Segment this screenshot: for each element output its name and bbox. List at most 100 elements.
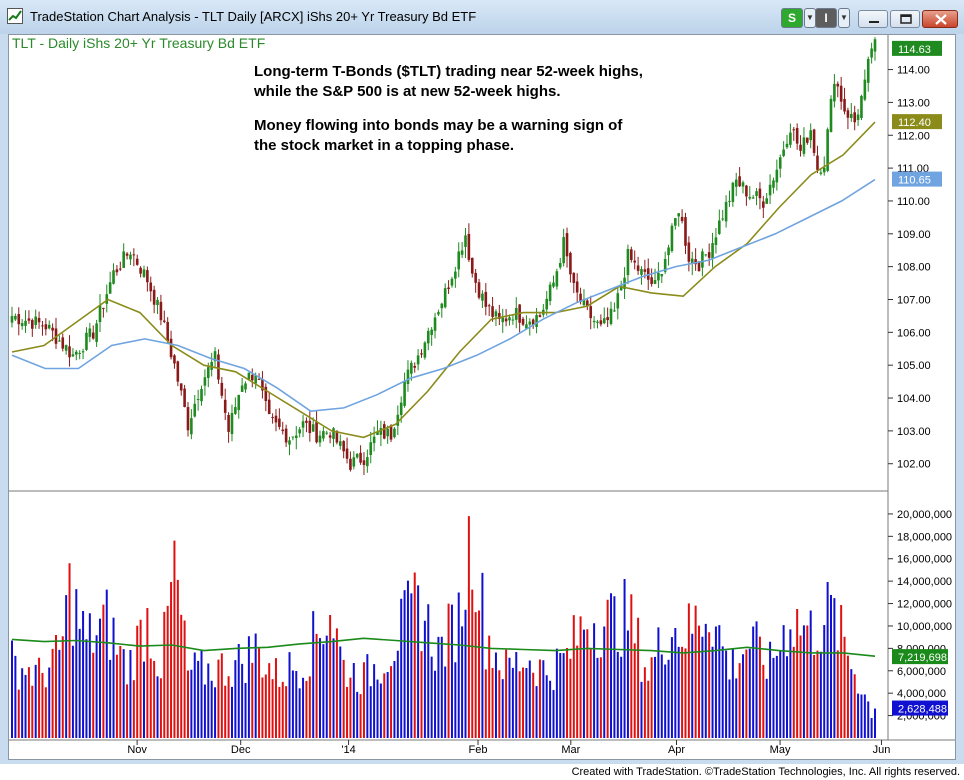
x-axis-tick-label: Mar: [561, 744, 580, 756]
price-candle: [731, 182, 735, 202]
volume-axis-tick-label: 18,000,000: [897, 531, 952, 543]
price-candle: [440, 303, 444, 309]
price-candle: [267, 399, 271, 415]
price-candle: [315, 421, 318, 443]
i-dropdown-chevron-icon[interactable]: ▼: [838, 8, 850, 28]
price-candle: [271, 417, 274, 419]
price-candle: [640, 269, 643, 275]
price-axis-tick-label: 112.00: [897, 130, 930, 142]
price-candle: [728, 200, 731, 202]
price-candle: [636, 265, 640, 271]
price-candle: [829, 98, 833, 132]
price-candle: [450, 278, 454, 286]
price-candle: [474, 272, 477, 283]
price-candle: [822, 167, 826, 173]
price-candle: [602, 318, 606, 324]
price-candle: [416, 355, 420, 365]
price-candle: [762, 201, 765, 208]
price-candle: [342, 441, 345, 452]
price-candle: [670, 225, 674, 251]
price-candle: [589, 306, 593, 319]
minimize-button[interactable]: [858, 10, 888, 28]
price-candle: [328, 435, 332, 438]
price-candle: [179, 383, 183, 391]
price-candle: [575, 281, 579, 293]
price-candle: [677, 213, 681, 217]
price-candle: [812, 129, 816, 153]
price-candle: [454, 271, 457, 279]
x-axis-tick-label: Apr: [668, 744, 685, 756]
price-candle: [118, 268, 122, 270]
price-candle: [866, 58, 870, 83]
annotation-line-3: Money flowing into bonds may be a warnin…: [254, 117, 623, 134]
i-button[interactable]: I: [815, 8, 837, 28]
price-candle: [596, 321, 599, 323]
s-dropdown-chevron-icon[interactable]: ▼: [804, 8, 816, 28]
price-candle: [758, 188, 762, 199]
price-candle: [176, 361, 180, 382]
price-candle: [863, 79, 867, 100]
price-axis-tick-label: 108.00: [897, 262, 931, 274]
price-candle: [47, 324, 51, 329]
price-axis-tick-label: 107.00: [897, 294, 931, 306]
price-candle: [27, 318, 31, 321]
price-candle: [555, 271, 559, 287]
price-candle: [680, 216, 684, 222]
volume-axis-tick-label: 4,000,000: [897, 688, 946, 700]
price-candle: [322, 431, 325, 439]
volume-last-value-tag: [892, 700, 948, 716]
price-candle: [684, 217, 687, 246]
price-candle: [826, 129, 829, 171]
price-candle: [78, 352, 81, 354]
price-candle: [98, 305, 102, 322]
price-candle: [135, 258, 139, 265]
price-candle: [386, 428, 389, 437]
annotation-line-2: while the S&P 500 is at new 52-week high…: [254, 83, 561, 100]
price-candle: [37, 317, 41, 323]
volume-axis-tick-label: 10,000,000: [897, 621, 952, 633]
price-candle: [288, 440, 291, 445]
price-candle: [690, 258, 694, 264]
price-candle: [169, 338, 173, 358]
annotation-line-4: the stock market in a topping phase.: [254, 137, 515, 154]
s-button[interactable]: S: [781, 8, 803, 28]
price-candle: [376, 431, 379, 435]
price-candle: [257, 378, 261, 380]
price-candle: [81, 351, 85, 353]
price-axis-tick-label: 105.00: [897, 360, 931, 372]
price-last-value-label: 110.65: [898, 175, 931, 187]
price-candle: [108, 282, 112, 294]
price-candle: [697, 261, 701, 272]
price-candle: [338, 441, 342, 446]
price-candle: [755, 191, 758, 196]
long-moving-average-line: [11, 178, 876, 413]
price-candle: [599, 320, 603, 325]
price-candle: [579, 293, 582, 302]
price-candle: [34, 316, 37, 325]
price-axis-tick-label: 106.00: [897, 327, 931, 339]
price-candle: [51, 327, 54, 331]
price-candle: [146, 270, 149, 283]
price-candle: [156, 299, 159, 306]
chart-title: TLT - Daily iShs 20+ Yr Treasury Bd ETF: [12, 35, 266, 51]
title-bar[interactable]: TradeStation Chart Analysis - TLT Daily …: [0, 0, 964, 34]
price-candle: [369, 442, 373, 456]
price-candle: [193, 403, 197, 417]
price-candle: [819, 172, 823, 174]
maximize-button[interactable]: [890, 10, 920, 28]
close-icon: [935, 14, 947, 25]
price-candle: [873, 39, 877, 52]
price-candle: [399, 402, 403, 415]
price-candle: [630, 249, 633, 260]
price-candle: [667, 247, 670, 256]
close-button[interactable]: [922, 10, 958, 28]
price-candle: [139, 267, 142, 274]
price-candle: [619, 285, 623, 291]
price-candle: [247, 372, 251, 380]
price-candle: [213, 351, 217, 362]
price-candle: [237, 394, 241, 411]
price-candle: [14, 315, 17, 320]
price-candle: [325, 432, 329, 434]
price-candle: [217, 354, 220, 380]
